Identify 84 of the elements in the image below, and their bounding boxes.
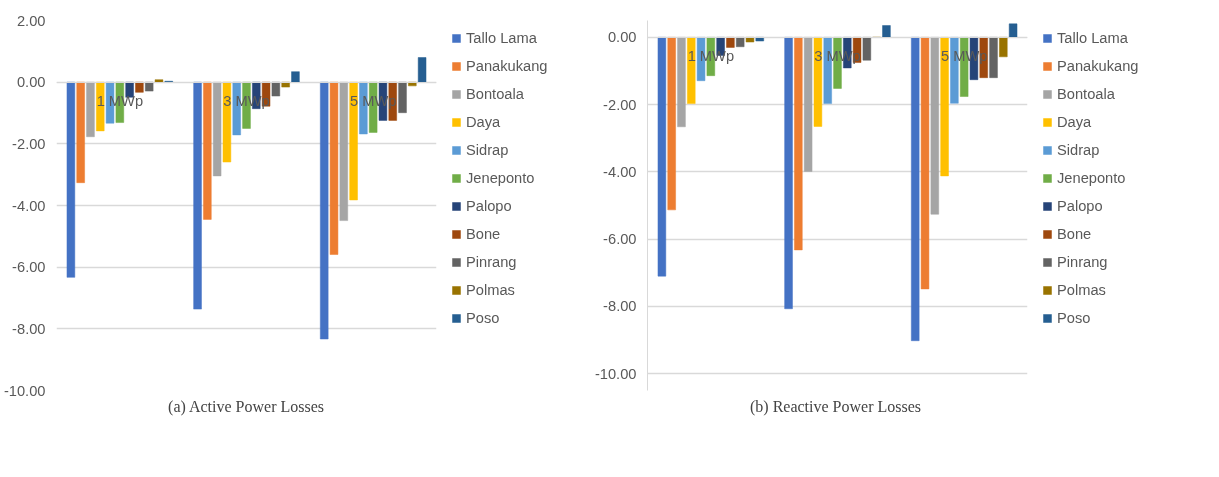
bar [349,81,358,201]
bar [930,37,939,215]
legend-label: Palopo [466,198,512,214]
y-tick-label: -10.00 [3,382,46,399]
bar [882,25,891,38]
bar [339,81,348,221]
bar [203,81,212,220]
y-tick-label: 2.00 [16,12,46,29]
bar [86,81,95,137]
legend-label: Bontoala [1057,86,1115,102]
bar [667,37,676,211]
x-tick-label: 5 MWp [940,48,988,65]
legend-label: Jeneponto [466,170,535,186]
y-tick-label: -6.00 [603,231,637,248]
text: (b) Reactive Power Losses [749,397,922,416]
legend-label: Palopo [1057,198,1103,214]
bar [794,37,803,251]
legend-label: Poso [1057,310,1091,326]
bar [989,37,998,78]
legend-label: Bone [1057,226,1092,242]
bar [1008,23,1018,38]
bar [657,37,667,277]
legend-label: Sidrap [1057,142,1100,158]
bar [784,37,793,310]
legend-label: Bone [466,226,501,242]
bar [66,81,76,278]
y-tick-label: -4.00 [12,197,46,214]
bar [813,37,823,127]
bar [154,79,164,83]
bar [398,81,407,113]
y-tick-label: 0.00 [16,74,46,91]
bar [193,81,202,310]
legend-label: Daya [1057,114,1092,130]
bar [862,37,872,61]
bar [417,57,427,83]
legend-label: Polmas [466,282,515,298]
legend-label: Tallo Lama [1057,30,1128,46]
legend-label: Panakukang [1057,58,1139,74]
bar [677,37,686,128]
legend-label: Sidrap [466,142,509,158]
y-tick-label: -2.00 [603,96,637,113]
bar [408,81,417,87]
bar [76,81,85,183]
legend-label: Polmas [1057,282,1106,298]
bar [745,37,755,43]
legend-label: Pinrang [466,254,517,270]
bar [726,37,735,48]
bar [911,37,920,341]
bar [222,81,232,163]
bar [803,37,813,172]
y-tick-label: 0.00 [607,29,637,46]
legend-label: Poso [466,310,500,326]
x-tick-label: 5 MWp [349,93,397,110]
text: (a) Active Power Losses [168,397,325,416]
y-tick-label: -6.00 [12,259,46,276]
bar [940,37,949,177]
legend-label: Tallo Lama [466,30,537,46]
bar [125,81,134,98]
y-tick-label: -8.00 [12,320,46,337]
bar [999,37,1008,58]
legend-label: Daya [466,114,501,130]
y-tick-label: -10.00 [594,365,637,382]
bar [329,81,339,255]
y-tick-label: -2.00 [12,135,46,152]
bar [281,81,290,88]
legend-label: Bontoala [466,86,524,102]
bar [291,71,300,83]
y-tick-label: -8.00 [603,298,637,315]
bar [271,81,281,97]
bar [755,37,764,42]
bar [145,81,154,92]
bar [212,81,222,177]
bar [96,81,105,132]
bar [736,37,745,47]
bar [135,81,144,93]
y-tick-label: -4.00 [603,163,637,180]
bar [320,81,329,340]
x-tick-label: 3 MWp [223,93,270,110]
legend-label: Jeneponto [1057,170,1126,186]
legend-label: Panakukang [466,58,548,74]
bar [920,37,930,290]
bar [687,37,696,104]
legend-label: Pinrang [1057,254,1108,270]
x-tick-label: 3 MWp [814,48,861,65]
